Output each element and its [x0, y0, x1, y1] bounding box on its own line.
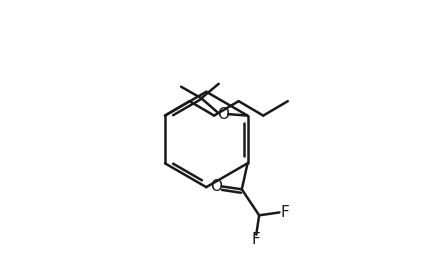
Text: O: O — [209, 179, 221, 194]
Text: O: O — [216, 107, 228, 122]
Text: F: F — [251, 232, 260, 247]
Text: F: F — [280, 205, 289, 220]
